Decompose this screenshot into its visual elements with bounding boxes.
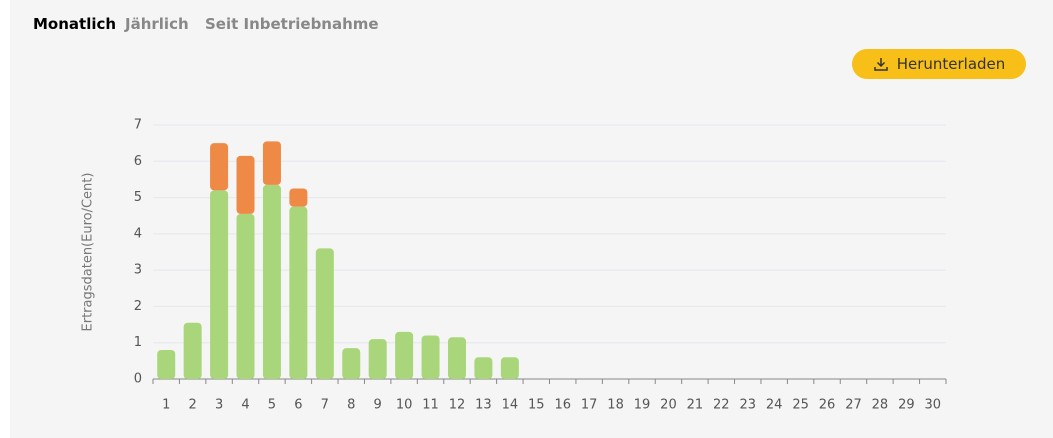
y-tick-label: 0 [134,372,142,387]
bar-segment [236,213,255,379]
x-tick-label: 5 [268,398,276,413]
download-button[interactable]: Herunterladen [852,49,1026,79]
tab[interactable]: Jährlich [125,15,189,33]
x-tick-label: 6 [294,398,302,413]
x-tick-label: 1 [162,398,170,413]
x-tick-label: 28 [872,398,889,413]
x-tick-label: 27 [845,398,862,413]
y-tick-label: 5 [134,190,142,205]
x-tick-label: 10 [396,398,413,413]
x-tick-label: 4 [241,398,249,413]
x-tick-label: 24 [766,398,783,413]
x-tick-label: 9 [374,398,382,413]
x-tick-label: 2 [189,398,197,413]
bar-segment [395,331,414,379]
bar-segment [183,322,202,379]
x-tick-label: 20 [660,398,677,413]
bar-segment [210,143,229,191]
x-tick-label: 11 [422,398,439,413]
bar-segment [315,248,334,379]
bar-segment [368,339,387,379]
bar-segment [157,349,176,379]
bar-segment [236,155,255,214]
x-tick-label: 14 [502,398,519,413]
x-tick-label: 3 [215,398,223,413]
y-tick-label: 1 [134,335,142,350]
bar-segment [262,141,281,185]
bar-segment [342,348,361,379]
x-tick-label: 29 [898,398,915,413]
x-tick-label: 13 [475,398,492,413]
bar-segment [474,357,493,379]
x-tick-label: 22 [713,398,730,413]
download-icon [873,58,888,71]
x-tick-label: 17 [581,398,598,413]
x-tick-label: 21 [687,398,704,413]
bar-segment [262,184,281,379]
x-tick-label: 15 [528,398,545,413]
bar-segment [210,190,229,379]
x-tick-label: 26 [819,398,836,413]
x-tick-label: 19 [634,398,651,413]
y-tick-label: 4 [134,226,142,241]
x-tick-label: 23 [739,398,756,413]
bar-segment [500,357,519,379]
x-tick-label: 7 [321,398,329,413]
button-label: Herunterladen [896,55,1006,73]
bar-segment [289,206,308,379]
y-axis-label: Ertragsdaten(Euro/Cent) [81,173,96,332]
tab[interactable]: Monatlich [33,15,117,33]
tab[interactable]: Seit Inbetriebnahme [205,15,379,33]
bar-segment [289,188,308,207]
bar-segment [421,335,440,379]
x-tick-label: 25 [792,398,809,413]
y-tick-label: 7 [134,118,142,133]
y-tick-label: 6 [134,154,142,169]
x-tick-label: 30 [925,398,942,413]
bar-segment [447,337,466,379]
x-tick-label: 16 [554,398,571,413]
x-tick-label: 8 [347,398,355,413]
y-tick-label: 3 [134,263,142,278]
y-tick-label: 2 [134,299,142,314]
x-tick-label: 12 [449,398,466,413]
x-tick-label: 18 [607,398,624,413]
